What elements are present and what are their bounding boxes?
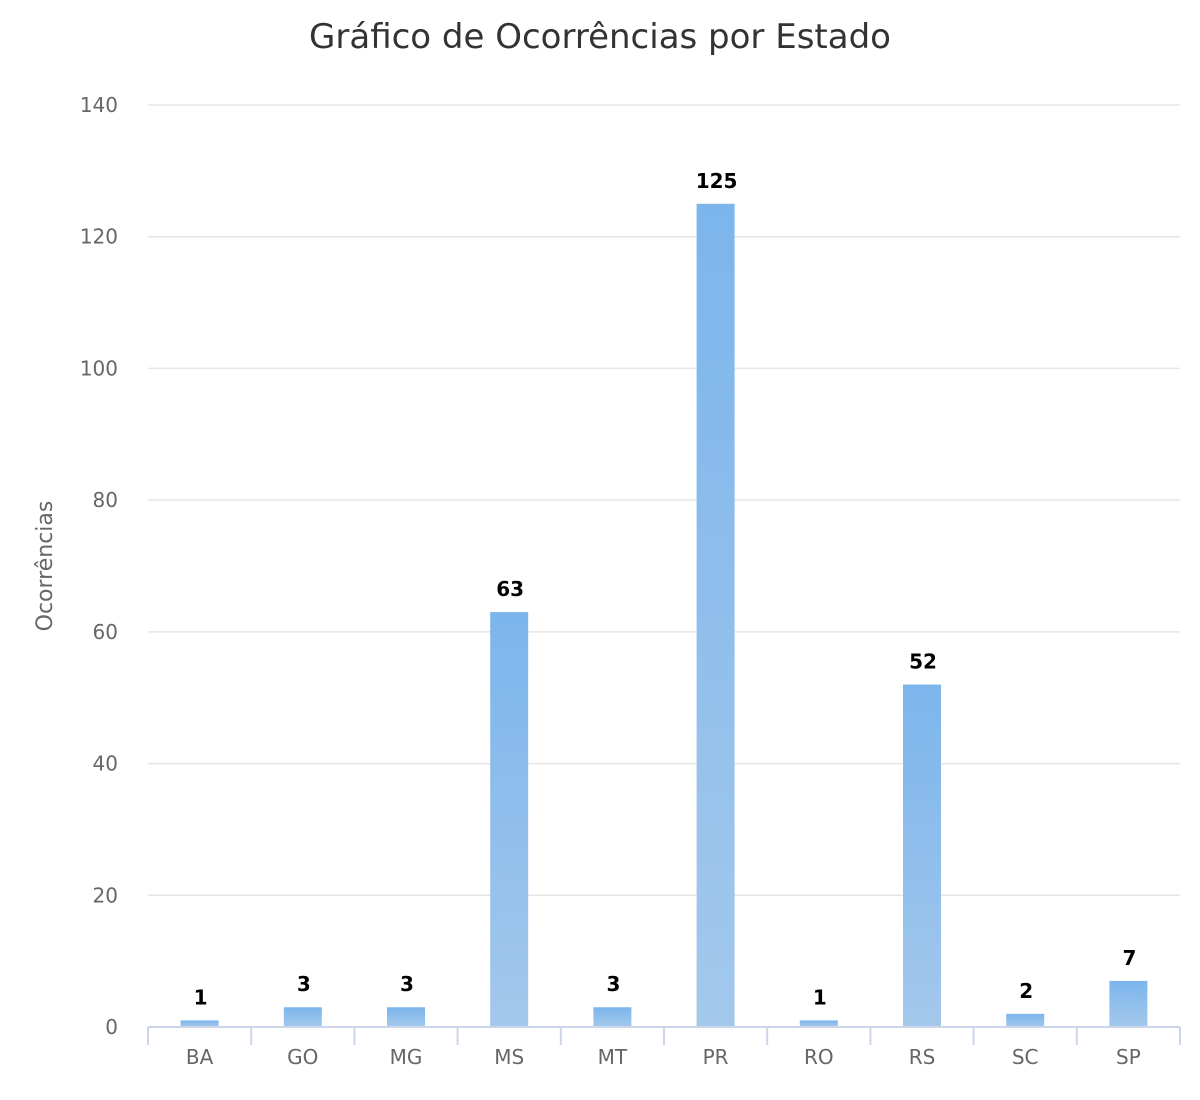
x-tick-label: GO <box>287 1045 318 1069</box>
data-label: 2 <box>1019 979 1033 1003</box>
y-axis-title: Ocorrências <box>33 501 58 632</box>
y-tick-label: 0 <box>105 1015 118 1039</box>
grid-lines <box>148 104 1180 897</box>
y-axis-ticks: 0 20 40 60 80 100 120 140 <box>80 93 118 1039</box>
bars <box>180 203 1148 1028</box>
x-tick-label: MG <box>390 1045 423 1069</box>
y-tick-label: 140 <box>80 93 118 117</box>
data-labels: 1 3 3 63 3 125 1 52 2 7 <box>194 169 1137 1010</box>
y-tick-label: 100 <box>80 356 118 380</box>
bar-ro[interactable] <box>799 1020 838 1027</box>
x-axis: BA GO MG MS MT PR RO RS SC SP <box>147 1026 1181 1069</box>
bar-mg[interactable] <box>387 1007 425 1027</box>
chart-title: Gráfico de Ocorrências por Estado <box>309 17 891 57</box>
bar-sc[interactable] <box>1006 1013 1045 1027</box>
x-tick-label: MT <box>598 1045 628 1069</box>
data-label: 7 <box>1122 946 1136 970</box>
x-tick-label: BA <box>186 1045 214 1069</box>
bar-ms[interactable] <box>490 612 529 1027</box>
data-label: 125 <box>696 169 738 193</box>
data-label: 63 <box>496 577 524 601</box>
x-tick-label: SC <box>1012 1045 1039 1069</box>
data-label: 3 <box>400 972 414 996</box>
data-label: 3 <box>606 972 620 996</box>
bar-go[interactable] <box>283 1007 322 1027</box>
y-tick-label: 20 <box>93 883 118 907</box>
bar-pr[interactable] <box>696 203 735 1028</box>
data-label: 1 <box>194 985 208 1009</box>
y-tick-label: 60 <box>93 620 118 644</box>
y-tick-label: 40 <box>93 752 118 776</box>
x-tick-label: RO <box>804 1045 834 1069</box>
data-label: 1 <box>813 985 827 1009</box>
data-label: 3 <box>297 972 311 996</box>
y-tick-label: 120 <box>80 225 118 249</box>
x-tick-label: SP <box>1116 1045 1141 1069</box>
bar-mt[interactable] <box>593 1007 632 1027</box>
x-tick-label: PR <box>703 1045 729 1069</box>
x-tick-label: RS <box>909 1045 936 1069</box>
bar-rs[interactable] <box>903 684 941 1027</box>
y-tick-label: 80 <box>93 488 118 512</box>
x-tick-label: MS <box>494 1045 524 1069</box>
bar-ba[interactable] <box>180 1020 219 1027</box>
data-label: 52 <box>909 650 937 674</box>
bar-sp[interactable] <box>1109 980 1148 1027</box>
